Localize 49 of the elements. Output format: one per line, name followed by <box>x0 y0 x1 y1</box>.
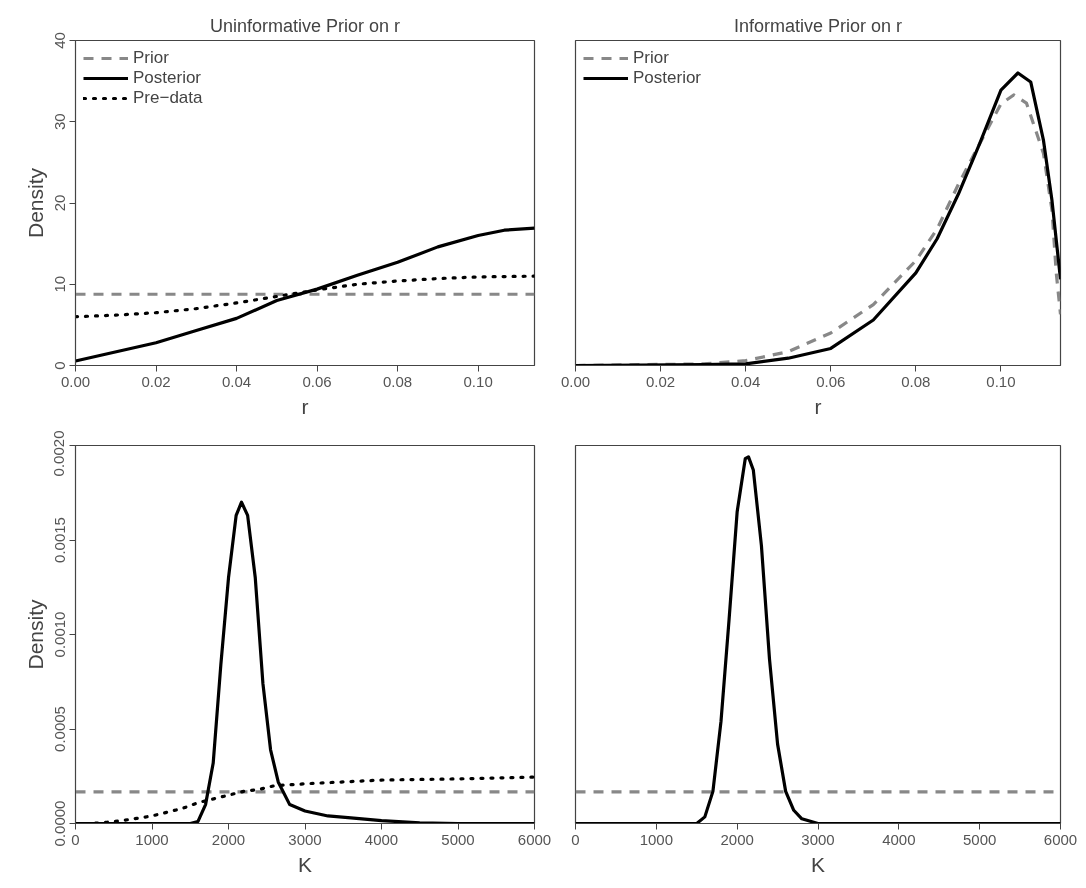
x-tick-label: 0 <box>71 830 80 848</box>
x-tick-label: 0.10 <box>463 372 493 390</box>
x-axis-title: K <box>298 852 313 876</box>
legend-label: Prior <box>633 48 669 68</box>
x-tick-label: 0.04 <box>731 372 761 390</box>
x-tick-label: 2000 <box>211 830 246 848</box>
legend-label: Posterior <box>633 68 702 88</box>
x-tick-label: 0.02 <box>645 372 676 390</box>
y-tick-label: 10 <box>50 275 68 293</box>
x-tick-label: 2000 <box>720 830 754 848</box>
legend-label: Prior <box>133 48 169 68</box>
x-tick-label: 0.10 <box>986 372 1016 390</box>
x-tick-label: 3000 <box>801 830 835 848</box>
legend-label: Pre−data <box>133 88 203 108</box>
x-tick-label: 5000 <box>962 830 997 848</box>
y-tick-label: 20 <box>50 194 68 212</box>
x-tick-label: 0 <box>571 830 580 848</box>
x-tick-label: 0.08 <box>383 372 413 390</box>
x-tick-label: 3000 <box>288 830 322 848</box>
x-tick-label: 0.04 <box>221 372 252 390</box>
y-tick-label: 0.0005 <box>50 706 68 752</box>
x-tick-label: 0.02 <box>141 372 171 390</box>
y-axis-title: Density <box>23 598 47 670</box>
y-tick-label: 0.0000 <box>50 800 68 847</box>
y-tick-label: 0 <box>50 361 68 370</box>
y-tick-label: 0.0010 <box>50 611 68 658</box>
x-tick-label: 0.06 <box>302 372 332 390</box>
x-tick-label: 4000 <box>882 830 916 848</box>
x-tick-label: 6000 <box>1043 830 1078 848</box>
x-tick-label: 0.00 <box>560 372 591 390</box>
y-tick-label: 40 <box>50 32 68 49</box>
y-tick-label: 30 <box>50 113 68 131</box>
x-axis-title: r <box>814 394 822 418</box>
y-tick-label: 0.0020 <box>50 430 68 477</box>
x-tick-label: 5000 <box>441 830 475 848</box>
x-axis-title: K <box>811 852 826 876</box>
x-tick-label: 0.08 <box>901 372 931 390</box>
x-tick-label: 0.06 <box>816 372 846 390</box>
chart-title: Informative Prior on r <box>733 15 903 36</box>
x-tick-label: 6000 <box>517 830 552 848</box>
y-axis-title: Density <box>23 167 47 239</box>
x-tick-label: 1000 <box>135 830 169 848</box>
chart-title: Uninformative Prior on r <box>209 15 401 36</box>
y-tick-label: 0.0015 <box>50 517 68 563</box>
x-axis-title: r <box>301 394 309 418</box>
x-tick-label: 1000 <box>639 830 674 848</box>
x-tick-label: 4000 <box>364 830 399 848</box>
legend-label: Posterior <box>133 68 202 88</box>
x-tick-label: 0.00 <box>60 372 91 390</box>
